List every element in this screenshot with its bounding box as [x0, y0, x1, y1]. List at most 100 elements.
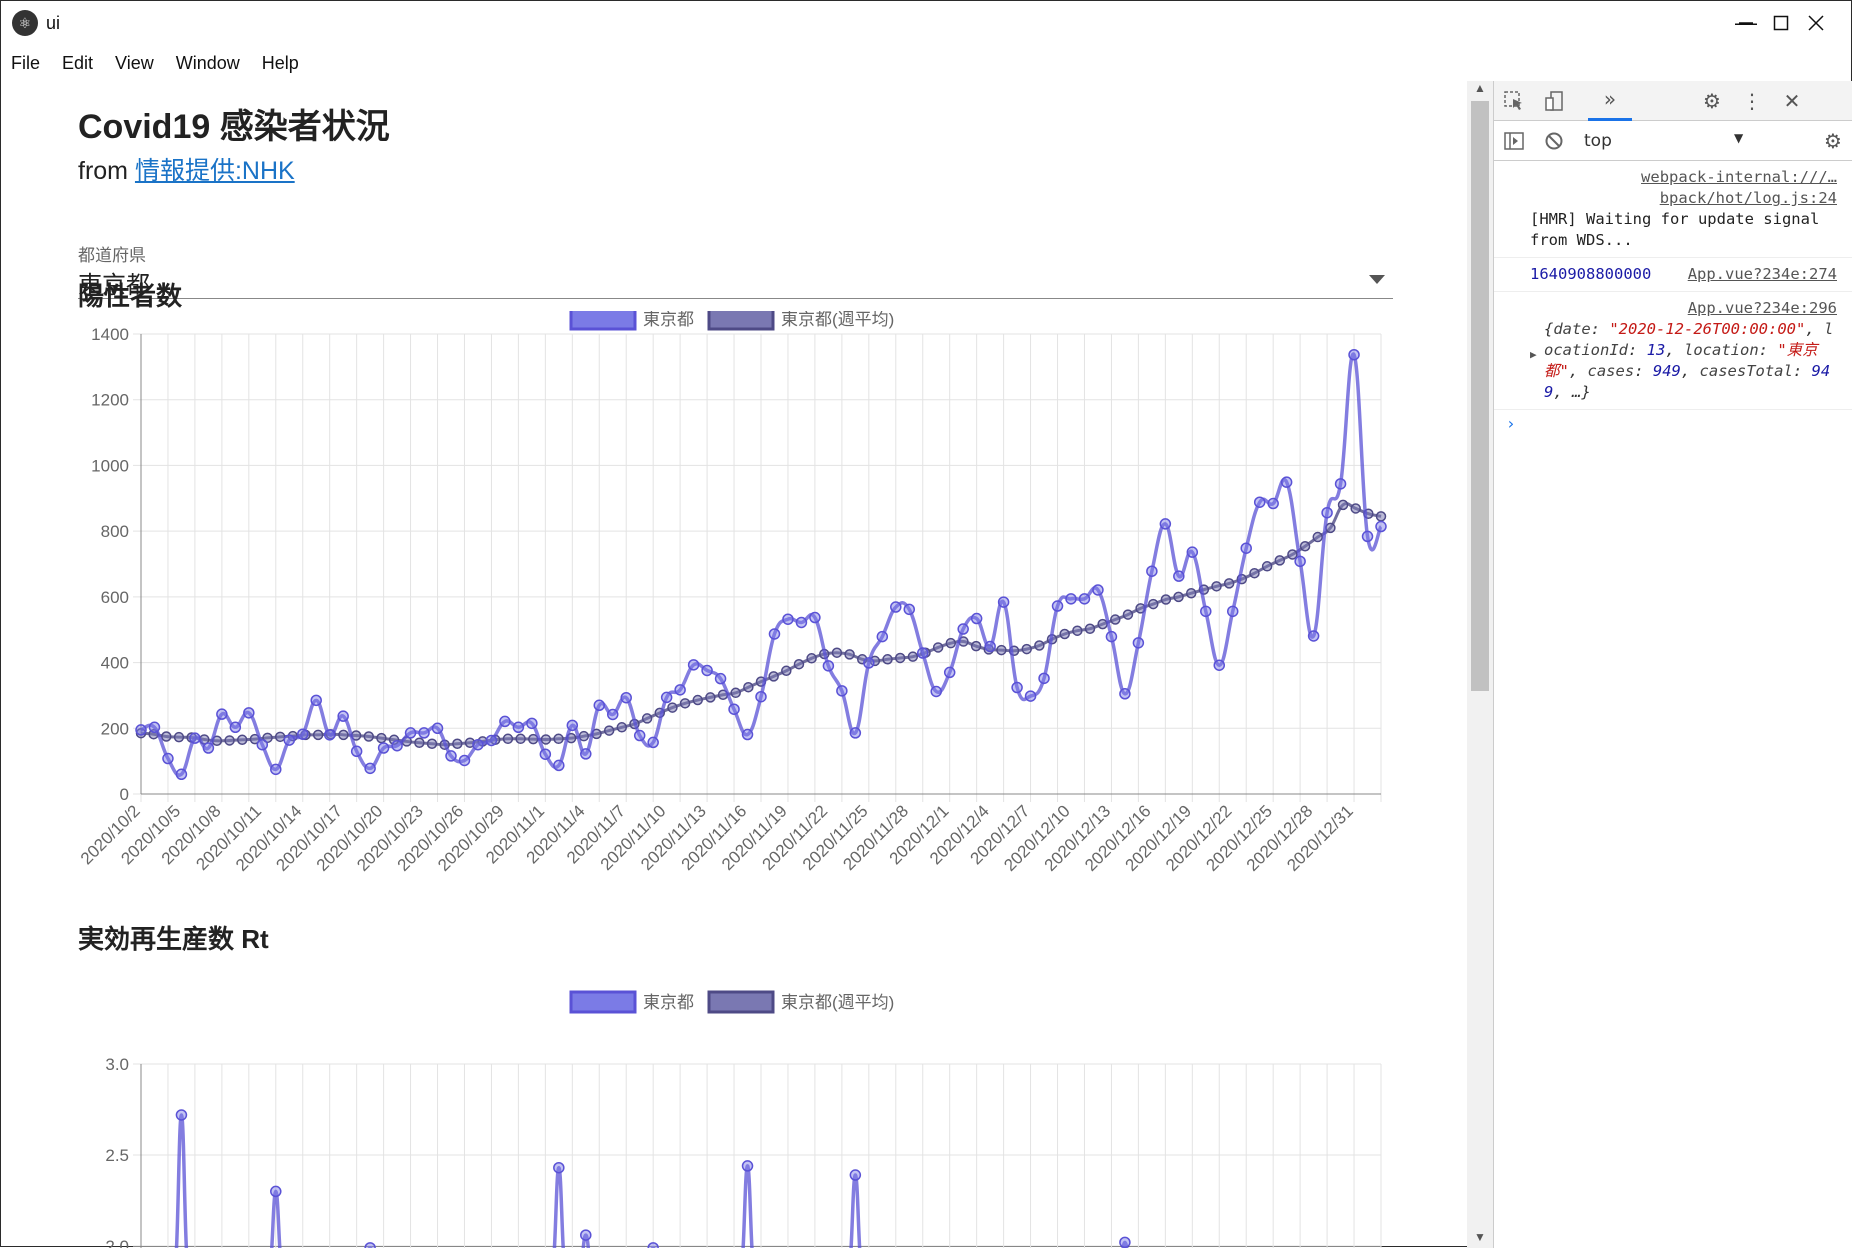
device-toolbar-icon[interactable]: [1534, 81, 1574, 121]
data-point-daily[interactable]: [675, 685, 685, 695]
data-point-weekly[interactable]: [339, 730, 348, 739]
legend-swatch-2[interactable]: [709, 311, 773, 329]
data-point-daily[interactable]: [972, 614, 982, 624]
data-point-daily[interactable]: [769, 629, 779, 639]
data-point-daily[interactable]: [904, 604, 914, 614]
legend-label-2[interactable]: 東京都(週平均): [781, 311, 894, 329]
data-point-weekly[interactable]: [503, 734, 512, 743]
kebab-menu-icon[interactable]: ⋮: [1732, 81, 1772, 121]
data-point-daily[interactable]: [837, 686, 847, 696]
data-point-weekly[interactable]: [1022, 645, 1031, 654]
data-point-daily[interactable]: [365, 763, 375, 773]
menu-view[interactable]: View: [115, 53, 154, 74]
data-point-daily[interactable]: [581, 749, 591, 759]
data-point-weekly[interactable]: [668, 703, 677, 712]
data-point-weekly[interactable]: [1326, 523, 1335, 532]
data-point-daily[interactable]: [796, 617, 806, 627]
data-point-daily[interactable]: [567, 720, 577, 730]
data-point-daily[interactable]: [648, 1243, 658, 1248]
data-point-daily[interactable]: [446, 751, 456, 761]
data-point-weekly[interactable]: [415, 738, 424, 747]
data-point-weekly[interactable]: [579, 732, 588, 741]
menu-file[interactable]: File: [11, 53, 40, 74]
data-point-weekly[interactable]: [1263, 562, 1272, 571]
context-selector[interactable]: top: [1584, 131, 1612, 151]
data-point-weekly[interactable]: [972, 642, 981, 651]
data-point-daily[interactable]: [271, 764, 281, 774]
data-point-daily[interactable]: [1255, 497, 1265, 507]
legend-swatch-1[interactable]: [571, 311, 635, 329]
data-point-daily[interactable]: [958, 624, 968, 634]
console-object[interactable]: {date: "2020-12-26T00:00:00", locationId…: [1530, 319, 1837, 403]
data-point-daily[interactable]: [1282, 477, 1292, 487]
data-point-daily[interactable]: [1039, 673, 1049, 683]
data-point-daily[interactable]: [459, 755, 469, 765]
data-point-daily[interactable]: [1214, 660, 1224, 670]
data-point-daily[interactable]: [513, 722, 523, 732]
data-point-daily[interactable]: [729, 704, 739, 714]
data-point-daily[interactable]: [311, 695, 321, 705]
data-point-daily[interactable]: [486, 735, 496, 745]
vertical-scrollbar[interactable]: ▲ ▼: [1467, 81, 1493, 1248]
data-point-daily[interactable]: [433, 723, 443, 733]
data-point-weekly[interactable]: [744, 683, 753, 692]
data-point-daily[interactable]: [352, 746, 362, 756]
data-point-daily[interactable]: [850, 1170, 860, 1180]
data-point-daily[interactable]: [203, 743, 213, 753]
data-point-daily[interactable]: [527, 718, 537, 728]
data-point-daily[interactable]: [325, 730, 335, 740]
data-point-daily[interactable]: [1349, 350, 1359, 360]
data-point-daily[interactable]: [1066, 594, 1076, 604]
data-point-daily[interactable]: [365, 1243, 375, 1248]
data-point-weekly[interactable]: [1085, 624, 1094, 633]
data-point-weekly[interactable]: [1035, 641, 1044, 650]
data-point-weekly[interactable]: [1225, 579, 1234, 588]
data-point-weekly[interactable]: [1123, 610, 1132, 619]
data-point-weekly[interactable]: [364, 732, 373, 741]
data-point-daily[interactable]: [999, 597, 1009, 607]
data-point-weekly[interactable]: [832, 648, 841, 657]
console-prompt-icon[interactable]: ›: [1494, 414, 1852, 433]
data-point-daily[interactable]: [1228, 606, 1238, 616]
data-point-daily[interactable]: [1026, 691, 1036, 701]
legend-label-2[interactable]: 東京都(週平均): [781, 993, 894, 1012]
data-point-daily[interactable]: [783, 614, 793, 624]
data-point-daily[interactable]: [1309, 631, 1319, 641]
data-point-daily[interactable]: [1322, 508, 1332, 518]
data-point-daily[interactable]: [379, 743, 389, 753]
source-link-1[interactable]: webpack-internal:///…bpack/hot/log.js:24: [1550, 167, 1837, 209]
data-point-weekly[interactable]: [428, 739, 437, 748]
data-point-weekly[interactable]: [1174, 592, 1183, 601]
source-link-3[interactable]: App.vue?234e:296: [1530, 298, 1837, 319]
data-point-weekly[interactable]: [1339, 500, 1348, 509]
data-point-weekly[interactable]: [377, 734, 386, 743]
data-point-daily[interactable]: [271, 1186, 281, 1196]
data-point-daily[interactable]: [149, 722, 159, 732]
data-point-weekly[interactable]: [1073, 626, 1082, 635]
legend-swatch-2[interactable]: [709, 992, 773, 1012]
console-settings-icon[interactable]: ⚙: [1813, 121, 1852, 161]
data-point-daily[interactable]: [230, 722, 240, 732]
gear-icon[interactable]: ⚙: [1692, 81, 1732, 121]
data-point-daily[interactable]: [1120, 689, 1130, 699]
close-devtools-icon[interactable]: ✕: [1772, 81, 1812, 121]
sidebar-toggle-icon[interactable]: [1494, 121, 1534, 161]
data-point-weekly[interactable]: [314, 730, 323, 739]
clear-console-icon[interactable]: [1534, 121, 1574, 161]
data-point-daily[interactable]: [298, 729, 308, 739]
data-point-daily[interactable]: [1295, 556, 1305, 566]
data-point-weekly[interactable]: [541, 735, 550, 744]
data-point-daily[interactable]: [662, 692, 672, 702]
data-point-weekly[interactable]: [1212, 582, 1221, 591]
source-link[interactable]: 情報提供:NHK: [135, 157, 295, 185]
data-point-weekly[interactable]: [225, 736, 234, 745]
data-point-weekly[interactable]: [1275, 556, 1284, 565]
data-point-daily[interactable]: [1376, 522, 1386, 532]
legend-label-1[interactable]: 東京都: [643, 311, 694, 329]
data-point-daily[interactable]: [621, 693, 631, 703]
data-point-weekly[interactable]: [1313, 533, 1322, 542]
data-point-weekly[interactable]: [908, 652, 917, 661]
data-point-weekly[interactable]: [1161, 595, 1170, 604]
data-point-weekly[interactable]: [516, 734, 525, 743]
data-point-daily[interactable]: [689, 660, 699, 670]
